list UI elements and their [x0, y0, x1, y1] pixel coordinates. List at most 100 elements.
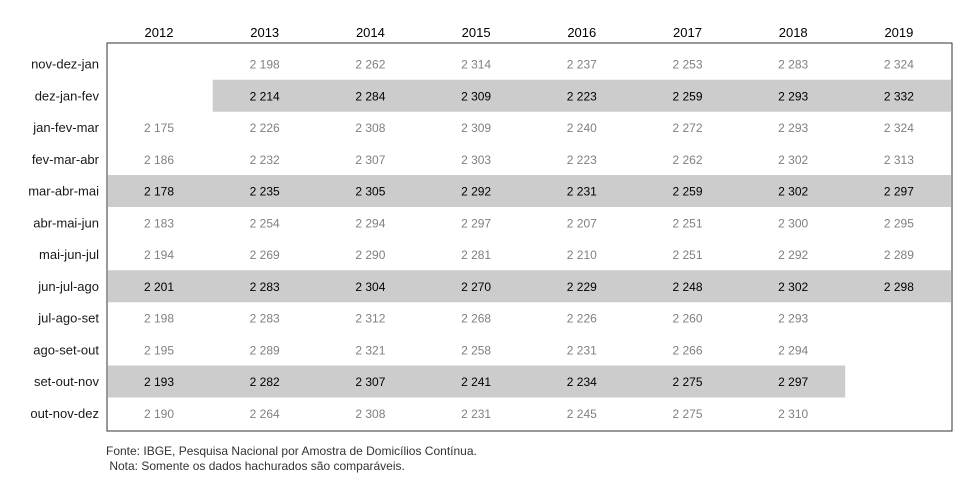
table-cell-value: 2 283	[778, 58, 808, 72]
column-header: 2015	[462, 25, 491, 40]
row-label: set-out-nov	[34, 374, 100, 389]
table-cell-value: 2 268	[461, 312, 491, 326]
column-header: 2012	[145, 25, 174, 40]
table-cell-value: 2 245	[567, 407, 597, 421]
table-cell-value: 2 193	[144, 375, 174, 389]
table-cell-value: 2 235	[250, 185, 280, 199]
highlight-band	[108, 365, 846, 398]
column-header: 2013	[250, 25, 279, 40]
table-cell-value: 2 281	[461, 248, 491, 262]
table-cell-value: 2 231	[567, 185, 597, 199]
table-cell-value: 2 175	[144, 121, 174, 135]
table-cell-value: 2 293	[778, 312, 808, 326]
row-label: jun-jul-ago	[37, 279, 99, 294]
table-cell-value: 2 312	[355, 312, 385, 326]
table-cell-value: 2 241	[461, 375, 491, 389]
table-cell-value: 2 183	[144, 216, 174, 230]
table-cell-value: 2 309	[461, 121, 491, 135]
table-cell-value: 2 195	[144, 343, 174, 357]
table-cell-value: 2 186	[144, 153, 174, 167]
row-label: ago-set-out	[33, 342, 99, 357]
highlight-band	[108, 175, 951, 207]
table-cell-value: 2 262	[672, 153, 702, 167]
table-cell-value: 2 198	[144, 312, 174, 326]
table-cell-value: 2 302	[778, 185, 808, 199]
table-cell-value: 2 290	[355, 248, 385, 262]
table-cell-value: 2 292	[461, 185, 491, 199]
table-cell-value: 2 308	[355, 407, 385, 421]
table-cell-value: 2 297	[778, 375, 808, 389]
table-cell-value: 2 304	[355, 280, 385, 294]
table-cell-value: 2 270	[461, 280, 491, 294]
table-cell-value: 2 298	[884, 280, 914, 294]
table-cell-value: 2 294	[778, 343, 808, 357]
table-cell-value: 2 258	[461, 343, 491, 357]
table-cell-value: 2 284	[355, 89, 385, 103]
table-cell-value: 2 190	[144, 407, 174, 421]
table-cell-value: 2 302	[778, 153, 808, 167]
table-cell-value: 2 229	[567, 280, 597, 294]
highlight-band	[212, 79, 951, 112]
table-cell-value: 2 302	[778, 280, 808, 294]
table-cell-value: 2 210	[567, 248, 597, 262]
table-cell-value: 2 324	[884, 121, 914, 135]
table-cell-value: 2 307	[355, 153, 385, 167]
table-cell-value: 2 332	[884, 89, 914, 103]
table-cell-value: 2 207	[567, 216, 597, 230]
table-cell-value: 2 314	[461, 58, 491, 72]
comparability-note: Nota: Somente os dados hachurados são co…	[106, 459, 405, 473]
table-cell-value: 2 266	[672, 343, 702, 357]
source-note: Fonte: IBGE, Pesquisa Nacional por Amost…	[106, 444, 477, 458]
table-cell-value: 2 272	[672, 121, 702, 135]
table-cell-value: 2 254	[250, 216, 280, 230]
table-cell-value: 2 253	[672, 58, 702, 72]
table-cell-value: 2 201	[144, 280, 174, 294]
table-cell-value: 2 324	[884, 58, 914, 72]
table-cell-value: 2 303	[461, 153, 491, 167]
row-label: mai-jun-jul	[39, 247, 99, 262]
column-header: 2014	[356, 25, 385, 40]
column-header: 2016	[567, 25, 596, 40]
table-cell-value: 2 295	[884, 216, 914, 230]
table-cell-value: 2 226	[250, 121, 280, 135]
table-cell-value: 2 231	[567, 343, 597, 357]
table-cell-value: 2 262	[355, 58, 385, 72]
table-cell-value: 2 309	[461, 89, 491, 103]
table-cell-value: 2 251	[672, 248, 702, 262]
table-cell-value: 2 248	[672, 280, 702, 294]
table-cell-value: 2 223	[567, 153, 597, 167]
table-cell-value: 2 300	[778, 216, 808, 230]
table-cell-value: 2 293	[778, 121, 808, 135]
table-cell-value: 2 260	[672, 312, 702, 326]
table-cell-value: 2 289	[884, 248, 914, 262]
table-cell-value: 2 305	[355, 185, 385, 199]
table-cell-value: 2 269	[250, 248, 280, 262]
table-cell-value: 2 259	[672, 185, 702, 199]
table-cell-value: 2 237	[567, 58, 597, 72]
row-label: out-nov-dez	[30, 406, 99, 421]
table-cell-value: 2 231	[461, 407, 491, 421]
table-cell-value: 2 297	[884, 185, 914, 199]
table-cell-value: 2 264	[250, 407, 280, 421]
table-cell-value: 2 289	[250, 343, 280, 357]
table-cell-value: 2 283	[250, 280, 280, 294]
row-label: fev-mar-abr	[32, 152, 100, 167]
column-header: 2019	[884, 25, 913, 40]
row-label: nov-dez-jan	[31, 57, 99, 72]
table-cell-value: 2 178	[144, 185, 174, 199]
table-cell-value: 2 223	[567, 89, 597, 103]
table-cell-value: 2 313	[884, 153, 914, 167]
table-cell-value: 2 251	[672, 216, 702, 230]
table-cell-value: 2 234	[567, 375, 597, 389]
column-header: 2017	[673, 25, 702, 40]
table-cell-value: 2 293	[778, 89, 808, 103]
table-cell-value: 2 232	[250, 153, 280, 167]
table-cell-value: 2 292	[778, 248, 808, 262]
table-cell-value: 2 275	[672, 375, 702, 389]
table-cell-value: 2 308	[355, 121, 385, 135]
table-cell-value: 2 194	[144, 248, 174, 262]
row-label: abr-mai-jun	[33, 215, 99, 230]
row-label: dez-jan-fev	[35, 88, 100, 103]
table-cell-value: 2 282	[250, 375, 280, 389]
row-label: jan-fev-mar	[32, 120, 99, 135]
